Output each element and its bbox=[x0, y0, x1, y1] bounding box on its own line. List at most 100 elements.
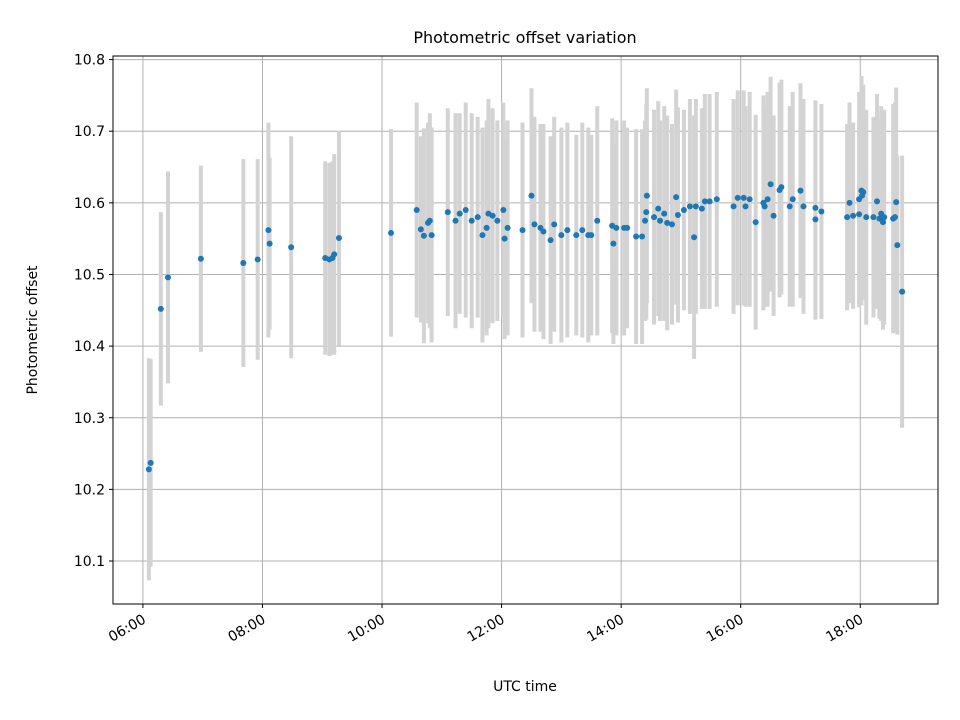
data-point bbox=[643, 192, 650, 199]
x-tick-label: 18:00 bbox=[823, 612, 866, 646]
data-point bbox=[706, 198, 713, 205]
data-point bbox=[742, 203, 749, 210]
data-point bbox=[713, 196, 720, 203]
data-point bbox=[420, 232, 427, 239]
data-point bbox=[764, 196, 771, 203]
data-point bbox=[893, 199, 900, 206]
data-point bbox=[145, 466, 152, 473]
data-point bbox=[417, 226, 424, 233]
x-tick-label: 16:00 bbox=[704, 612, 747, 646]
data-point bbox=[642, 217, 649, 224]
x-tick-label: 12:00 bbox=[465, 612, 508, 646]
data-point bbox=[730, 203, 737, 210]
x-tick-label: 08:00 bbox=[226, 612, 269, 646]
y-tick-label: 10.1 bbox=[74, 554, 105, 570]
data-point bbox=[856, 211, 863, 218]
data-point bbox=[761, 203, 768, 210]
data-point bbox=[547, 237, 554, 244]
data-point bbox=[643, 209, 650, 216]
data-point bbox=[331, 251, 338, 258]
data-point bbox=[483, 224, 490, 231]
x-tick-label: 06:00 bbox=[106, 612, 149, 646]
data-point bbox=[387, 229, 394, 236]
data-point bbox=[770, 212, 777, 219]
data-point bbox=[812, 204, 819, 211]
data-point bbox=[692, 203, 699, 210]
data-point bbox=[655, 205, 662, 212]
data-point bbox=[752, 219, 759, 226]
data-point bbox=[633, 233, 640, 240]
data-point bbox=[698, 205, 705, 212]
data-point bbox=[812, 216, 819, 223]
data-point bbox=[674, 212, 681, 219]
y-tick-label: 10.5 bbox=[74, 267, 105, 283]
data-point bbox=[860, 189, 867, 196]
data-point bbox=[899, 288, 906, 295]
data-point bbox=[797, 187, 804, 194]
data-point bbox=[880, 219, 886, 226]
data-point bbox=[474, 214, 481, 221]
data-point bbox=[462, 207, 469, 214]
y-axis-label: Photometric offset bbox=[25, 265, 41, 395]
data-point bbox=[468, 217, 475, 224]
y-tick-label: 10.3 bbox=[74, 411, 105, 427]
data-point bbox=[240, 260, 247, 267]
data-point bbox=[501, 235, 508, 242]
data-point bbox=[197, 255, 204, 262]
y-tick-label: 10.7 bbox=[74, 124, 105, 140]
data-point bbox=[844, 214, 851, 221]
data-point bbox=[494, 217, 501, 224]
data-point bbox=[746, 196, 753, 203]
data-point bbox=[800, 203, 807, 210]
data-point bbox=[610, 240, 617, 247]
y-tick-label: 10.4 bbox=[74, 339, 105, 355]
data-point bbox=[573, 232, 580, 239]
data-point bbox=[540, 228, 547, 235]
data-point bbox=[528, 192, 535, 199]
data-point bbox=[657, 217, 664, 224]
data-point bbox=[874, 198, 881, 205]
data-point bbox=[413, 207, 420, 214]
data-point bbox=[504, 224, 511, 231]
data-point bbox=[254, 256, 261, 263]
plot-frame bbox=[112, 55, 939, 605]
data-point bbox=[639, 233, 646, 240]
data-point bbox=[673, 194, 680, 201]
data-point bbox=[863, 214, 870, 221]
data-point bbox=[165, 274, 171, 281]
data-point bbox=[734, 194, 741, 201]
data-point bbox=[881, 214, 888, 221]
y-tick-label: 10.8 bbox=[74, 53, 105, 69]
data-point bbox=[558, 232, 565, 239]
data-point bbox=[288, 244, 295, 251]
data-point bbox=[489, 212, 496, 219]
data-point bbox=[551, 221, 558, 228]
data-point bbox=[444, 209, 451, 216]
data-point bbox=[265, 227, 272, 234]
data-point bbox=[564, 227, 571, 234]
data-point bbox=[613, 224, 620, 231]
data-point bbox=[686, 203, 693, 210]
data-point bbox=[624, 224, 631, 231]
data-point bbox=[870, 214, 877, 221]
data-point bbox=[668, 221, 675, 228]
data-point bbox=[789, 196, 796, 203]
marker-layer bbox=[145, 181, 906, 473]
data-point bbox=[588, 232, 595, 239]
data-point bbox=[740, 194, 747, 201]
chart-title: Photometric offset variation bbox=[413, 28, 636, 47]
data-point bbox=[428, 232, 435, 239]
data-point bbox=[846, 199, 853, 206]
data-point bbox=[266, 240, 273, 247]
data-point bbox=[452, 217, 459, 224]
data-point bbox=[519, 227, 526, 234]
data-point bbox=[531, 221, 538, 228]
x-tick-label: 10:00 bbox=[345, 612, 388, 646]
data-point bbox=[664, 219, 671, 226]
data-point bbox=[157, 305, 164, 312]
data-point bbox=[147, 459, 154, 466]
data-point bbox=[651, 214, 658, 221]
data-point bbox=[818, 208, 825, 215]
data-point bbox=[701, 198, 708, 205]
